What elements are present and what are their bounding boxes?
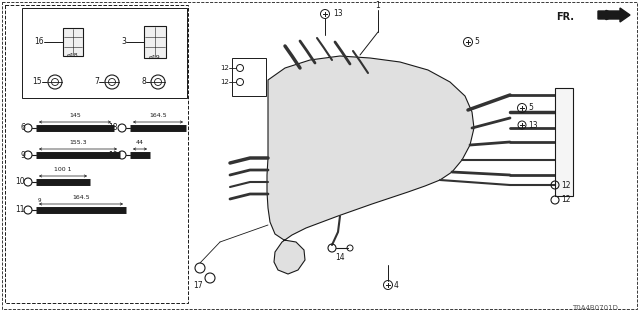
Text: 100 1: 100 1 xyxy=(54,167,72,172)
Text: 9: 9 xyxy=(20,150,25,159)
Bar xyxy=(5,5,188,303)
Text: 155.3: 155.3 xyxy=(69,140,87,145)
Polygon shape xyxy=(267,56,474,274)
Text: 18: 18 xyxy=(109,124,118,132)
Text: 14: 14 xyxy=(335,253,345,262)
Text: 13: 13 xyxy=(528,121,538,130)
Text: 7: 7 xyxy=(94,77,99,86)
Text: 6: 6 xyxy=(20,124,25,132)
Text: 19: 19 xyxy=(108,150,118,159)
Text: 12: 12 xyxy=(561,180,570,189)
Text: 15: 15 xyxy=(33,77,42,86)
Text: 10: 10 xyxy=(15,178,25,187)
Bar xyxy=(144,26,166,58)
Text: 16: 16 xyxy=(35,37,44,46)
Text: 13: 13 xyxy=(333,10,342,19)
Bar xyxy=(232,58,266,96)
Text: 5: 5 xyxy=(528,103,533,113)
Text: 145: 145 xyxy=(69,113,81,118)
Text: 12: 12 xyxy=(220,79,229,85)
Text: 17: 17 xyxy=(193,281,203,290)
Bar xyxy=(63,28,83,56)
Text: 164.5: 164.5 xyxy=(149,113,167,118)
Bar xyxy=(555,88,573,196)
Text: 44: 44 xyxy=(136,140,144,145)
Bar xyxy=(22,8,187,98)
Text: 11: 11 xyxy=(15,205,25,214)
Text: 3: 3 xyxy=(121,37,126,46)
Text: 8: 8 xyxy=(141,77,146,86)
Text: 9: 9 xyxy=(38,198,42,204)
Text: FR.: FR. xyxy=(556,12,574,22)
Text: ø19: ø19 xyxy=(149,55,161,60)
Text: 164.5: 164.5 xyxy=(72,195,90,200)
Text: 12: 12 xyxy=(561,196,570,204)
Text: 5: 5 xyxy=(474,37,479,46)
Text: 12: 12 xyxy=(220,65,229,71)
Text: 1: 1 xyxy=(376,2,380,11)
Text: 4: 4 xyxy=(394,281,399,290)
Text: T0A4B0701D: T0A4B0701D xyxy=(572,305,618,311)
Text: ø18: ø18 xyxy=(67,53,79,58)
FancyArrow shape xyxy=(598,8,630,22)
